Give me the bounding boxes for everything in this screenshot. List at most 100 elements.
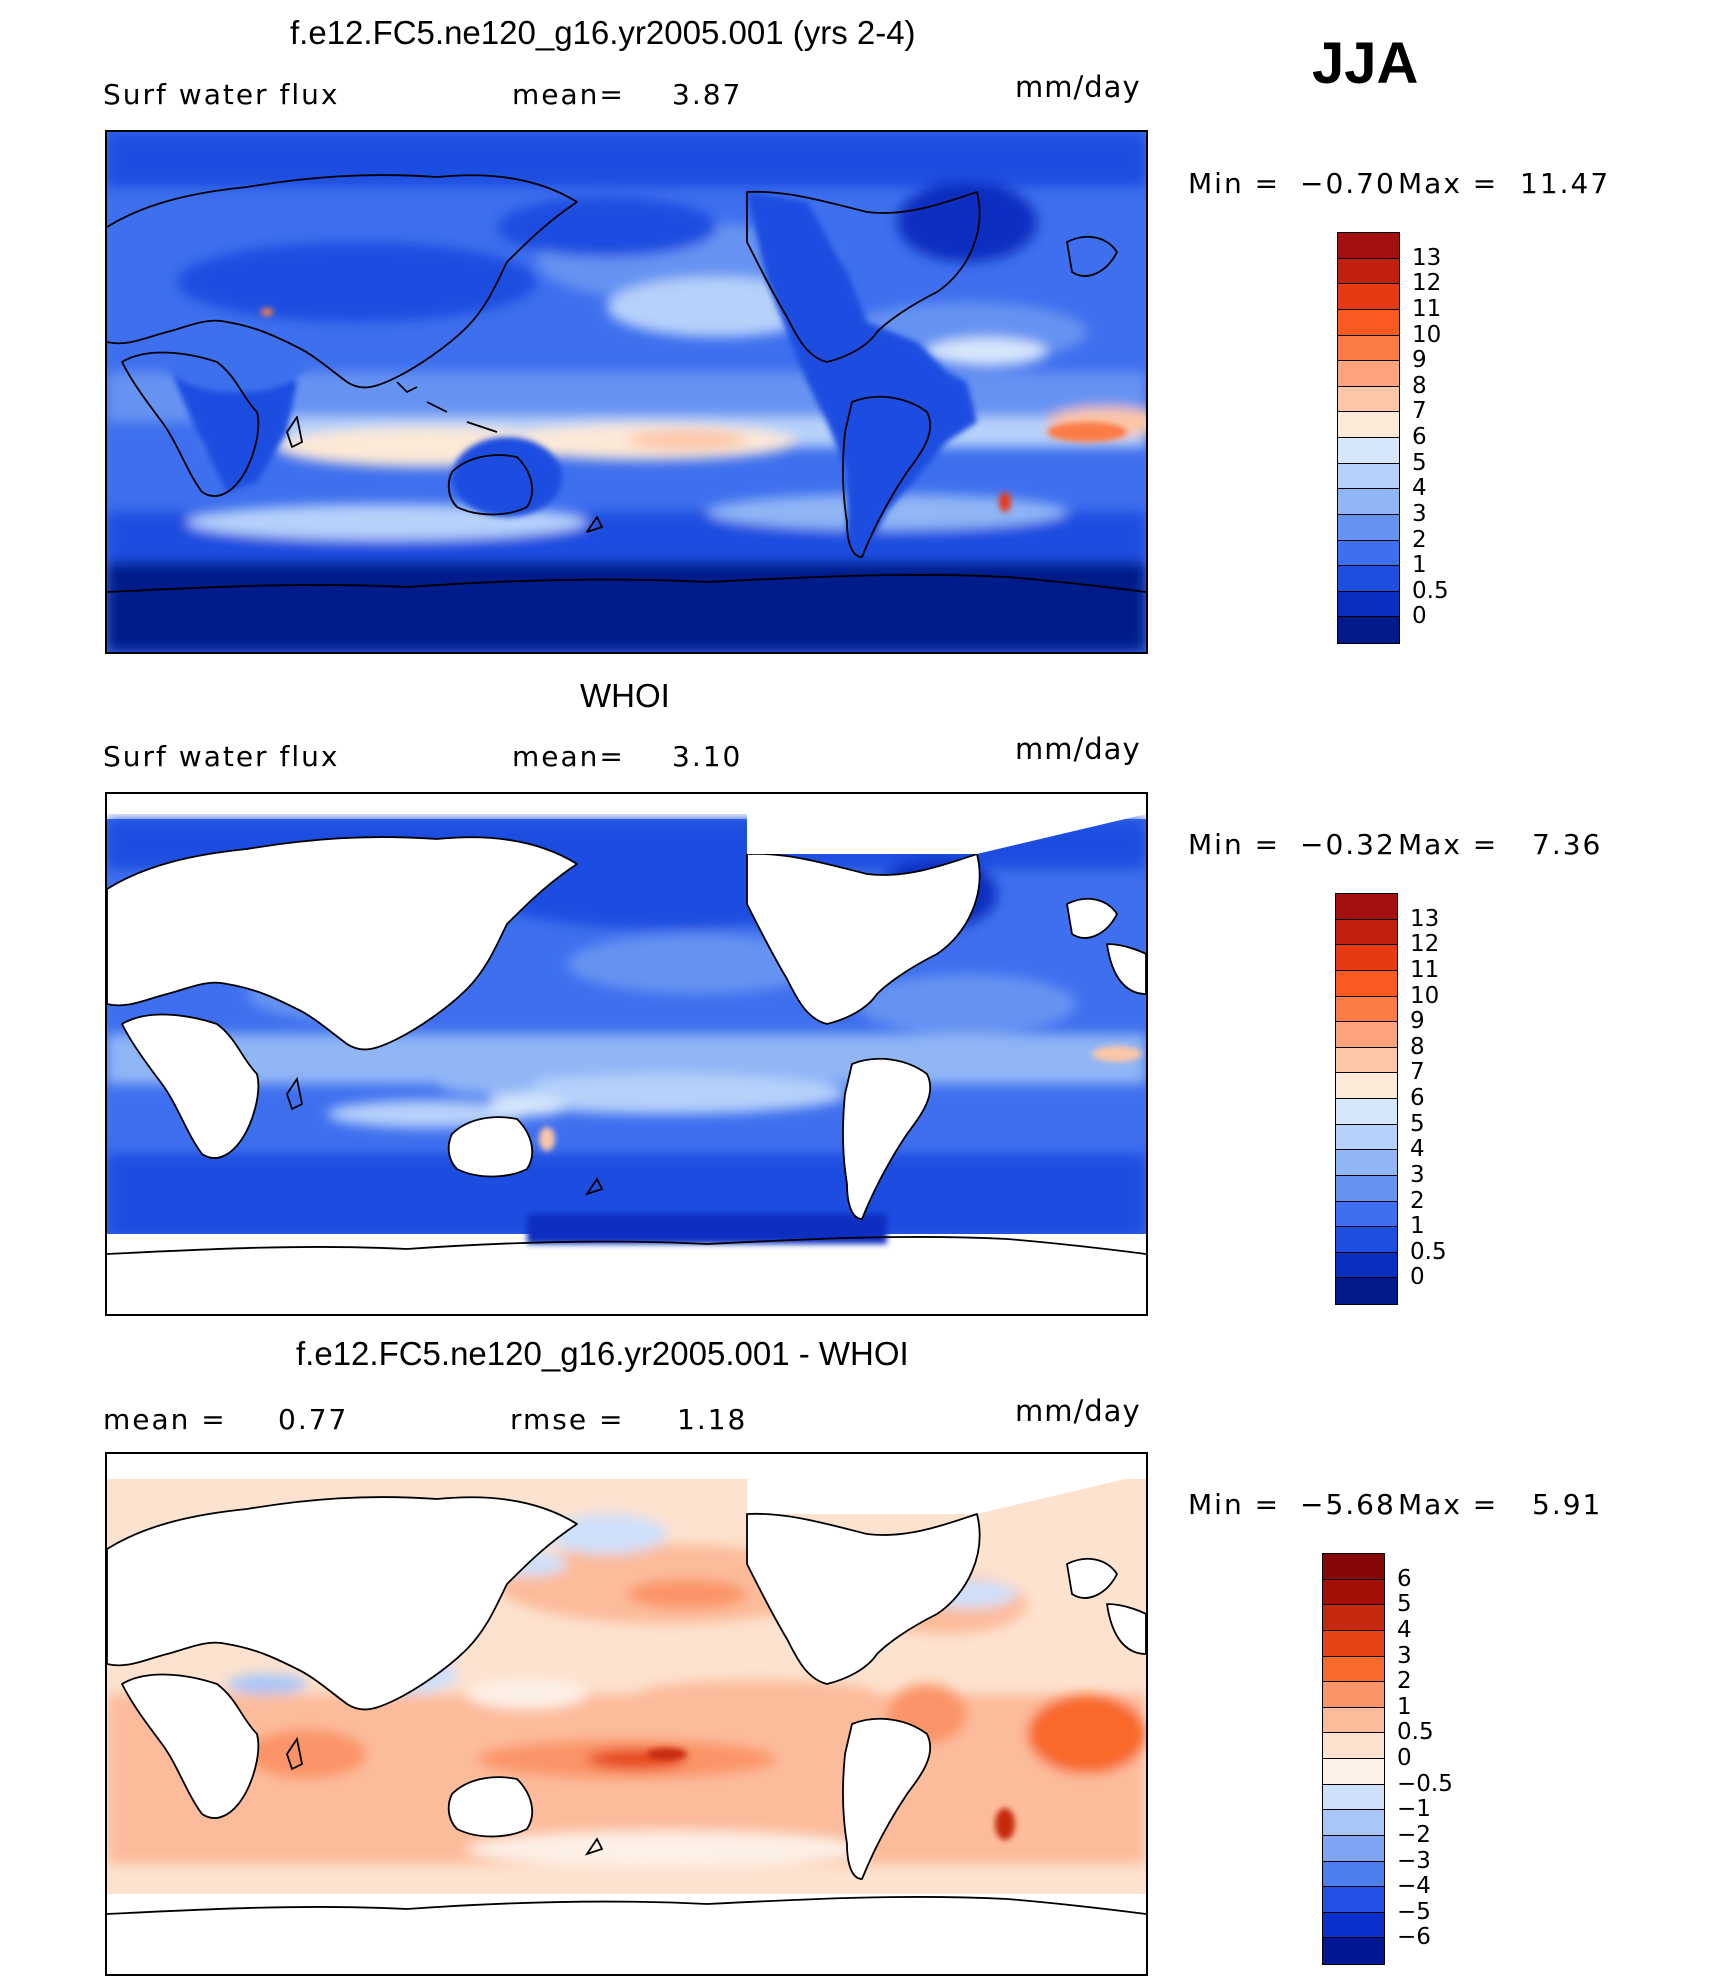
variable-label: Surf water flux xyxy=(103,78,340,111)
max-value: 7.36 xyxy=(1532,828,1603,861)
min-value: −0.70 xyxy=(1300,167,1396,200)
colorbar-tick-label: 6 xyxy=(1410,1085,1425,1111)
colorbar-tick-label: 6 xyxy=(1412,424,1427,450)
colorbar-tick-label: −1 xyxy=(1397,1796,1431,1823)
colorbar-tick-label: 5 xyxy=(1410,1110,1425,1137)
panel-title: f.e12.FC5.ne120_g16.yr2005.001 (yrs 2-4) xyxy=(290,14,916,51)
colorbar-tick-label: 7 xyxy=(1410,1059,1425,1086)
max-value: 5.91 xyxy=(1532,1488,1603,1521)
colorbar-swatch xyxy=(1338,617,1399,643)
units-label: mm/day xyxy=(1015,70,1141,104)
colorbar-swatch xyxy=(1323,1630,1384,1657)
colorbar-tick-label: 13 xyxy=(1410,905,1440,932)
colorbar-swatch xyxy=(1323,1759,1384,1785)
mean-label: mean = xyxy=(103,1403,227,1436)
max-label: Max = xyxy=(1398,1488,1499,1521)
colorbar-tick-label: 2 xyxy=(1410,1187,1425,1214)
colorbar-tick-label: 4 xyxy=(1397,1616,1412,1643)
colorbar-swatch xyxy=(1338,540,1399,567)
colorbar-tick-label: 0.5 xyxy=(1410,1238,1447,1265)
mean-value: 3.87 xyxy=(672,78,743,111)
colorbar-tick-label: −4 xyxy=(1397,1873,1431,1900)
colorbar-tick-label: 3 xyxy=(1410,1161,1425,1188)
min-label: Min = xyxy=(1188,828,1281,861)
colorbar-swatch xyxy=(1323,1887,1384,1913)
colorbar-swatch xyxy=(1336,1278,1397,1304)
colorbar-swatch xyxy=(1338,361,1399,387)
colorbar-tick-label: 10 xyxy=(1410,982,1440,1009)
colorbar-tick-label: 5 xyxy=(1412,449,1427,476)
colorbar-swatch xyxy=(1338,258,1399,285)
min-value: −0.32 xyxy=(1300,828,1396,861)
colorbar-swatch xyxy=(1323,1810,1384,1836)
colorbar-swatch xyxy=(1338,284,1399,310)
max-label: Max = xyxy=(1398,828,1499,861)
panel-title: f.e12.FC5.ne120_g16.yr2005.001 - WHOI xyxy=(296,1335,909,1372)
colorbar-swatch xyxy=(1338,566,1399,592)
colorbar-swatch xyxy=(1323,1707,1384,1734)
min-value: −5.68 xyxy=(1300,1488,1396,1521)
map-whoi-water-flux xyxy=(105,792,1148,1316)
colorbar-tick-label: 12 xyxy=(1412,270,1442,297)
colorbar-tick-label: 0 xyxy=(1412,603,1427,630)
colorbar-tick-label: 12 xyxy=(1410,931,1440,958)
colorbar-swatch xyxy=(1323,1579,1384,1606)
colorbar-swatch xyxy=(1336,1150,1397,1176)
colorbar-tick-label: 11 xyxy=(1412,295,1442,322)
colorbar-swatch xyxy=(1323,1938,1384,1964)
mean-label: mean= xyxy=(512,740,625,773)
colorbar-tick-label: 10 xyxy=(1412,321,1442,348)
colorbar-tick-label: −6 xyxy=(1397,1924,1431,1951)
colorbar-swatch xyxy=(1323,1656,1384,1683)
colorbar-swatch xyxy=(1336,996,1397,1023)
colorbar-swatch xyxy=(1336,894,1397,920)
colorbar-obs xyxy=(1335,893,1398,1305)
colorbar-swatch xyxy=(1336,1022,1397,1048)
colorbar-difference xyxy=(1322,1553,1385,1965)
units-label: mm/day xyxy=(1015,1394,1141,1428)
colorbar-swatch xyxy=(1338,591,1399,618)
colorbar-tick-label: 6 xyxy=(1397,1565,1412,1592)
colorbar-swatch xyxy=(1336,1073,1397,1099)
colorbar-tick-label: 0 xyxy=(1397,1745,1412,1771)
colorbar-swatch xyxy=(1323,1682,1384,1708)
mean-value: 3.10 xyxy=(672,740,743,773)
colorbar-tick-label: 9 xyxy=(1410,1008,1425,1035)
min-label: Min = xyxy=(1188,1488,1281,1521)
rmse-value: 1.18 xyxy=(677,1403,748,1436)
colorbar-swatch xyxy=(1338,514,1399,541)
mean-value: 0.77 xyxy=(278,1403,349,1436)
colorbar-tick-label: −0.5 xyxy=(1397,1770,1453,1797)
colorbar-swatch xyxy=(1323,1861,1384,1888)
colorbar-tick-label: 13 xyxy=(1412,244,1442,271)
colorbar-tick-label: 0.5 xyxy=(1397,1719,1434,1746)
colorbar-tick-label: 4 xyxy=(1412,475,1427,502)
colorbar-swatch xyxy=(1323,1554,1384,1580)
colorbar-swatch xyxy=(1336,1227,1397,1253)
colorbar-swatch xyxy=(1336,945,1397,971)
colorbar-swatch xyxy=(1323,1835,1384,1862)
colorbar-tick-label: 9 xyxy=(1412,347,1427,374)
colorbar-swatch xyxy=(1338,309,1399,336)
colorbar-swatch xyxy=(1336,1047,1397,1074)
map-model-water-flux xyxy=(105,130,1148,654)
colorbar-tick-label: 3 xyxy=(1397,1642,1412,1669)
colorbar-tick-label: −5 xyxy=(1397,1898,1431,1925)
colorbar-tick-label: 0.5 xyxy=(1412,577,1449,604)
colorbar-tick-label: 7 xyxy=(1412,398,1427,425)
colorbar-swatch xyxy=(1323,1605,1384,1631)
colorbar-tick-label: −3 xyxy=(1397,1847,1431,1874)
colorbar-swatch xyxy=(1338,463,1399,490)
colorbar-swatch xyxy=(1336,919,1397,946)
colorbar-swatch xyxy=(1338,233,1399,259)
colorbar-swatch xyxy=(1323,1784,1384,1811)
colorbar-tick-label: −2 xyxy=(1397,1821,1431,1848)
min-label: Min = xyxy=(1188,167,1281,200)
colorbar-tick-label: 5 xyxy=(1397,1591,1412,1618)
colorbar-tick-label: 3 xyxy=(1412,500,1427,527)
max-label: Max = xyxy=(1398,167,1499,200)
colorbar-swatch xyxy=(1323,1733,1384,1759)
colorbar-swatch xyxy=(1338,335,1399,362)
colorbar-tick-label: 2 xyxy=(1397,1668,1412,1695)
max-value: 11.47 xyxy=(1520,167,1611,200)
